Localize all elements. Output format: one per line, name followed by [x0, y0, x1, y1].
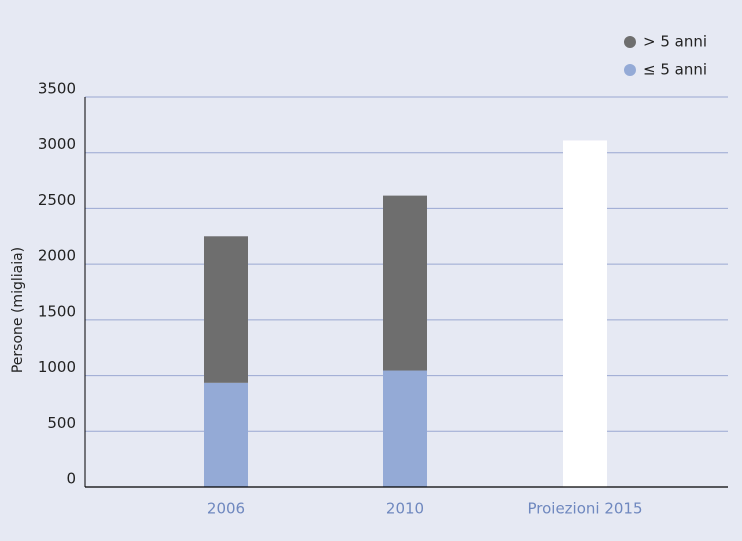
- x-tick-label: 2010: [386, 500, 424, 518]
- y-tick-label: 3000: [38, 135, 76, 153]
- y-tick-label: 500: [47, 414, 76, 432]
- y-tick-label: 1000: [38, 358, 76, 376]
- bar-segment: [383, 195, 427, 371]
- y-tick-label: 2500: [38, 191, 76, 209]
- y-tick-label: 0: [66, 470, 76, 488]
- y-tick-label: 3500: [38, 80, 76, 98]
- y-axis-label: Persone (migliaia): [10, 247, 26, 373]
- bar-segment: [563, 140, 607, 487]
- bar-segment: [204, 236, 248, 383]
- y-tick-label: 2000: [38, 247, 76, 265]
- x-tick-label: 2006: [207, 500, 245, 518]
- x-tick-label: Proiezioni 2015: [527, 500, 642, 518]
- legend-marker: [624, 36, 636, 48]
- y-tick-label: 1500: [38, 302, 76, 320]
- bar-segment: [383, 370, 427, 487]
- legend-marker: [624, 64, 636, 76]
- legend-label: > 5 anni: [643, 33, 707, 51]
- bar-segment: [204, 382, 248, 487]
- legend-label: ≤ 5 anni: [643, 61, 707, 79]
